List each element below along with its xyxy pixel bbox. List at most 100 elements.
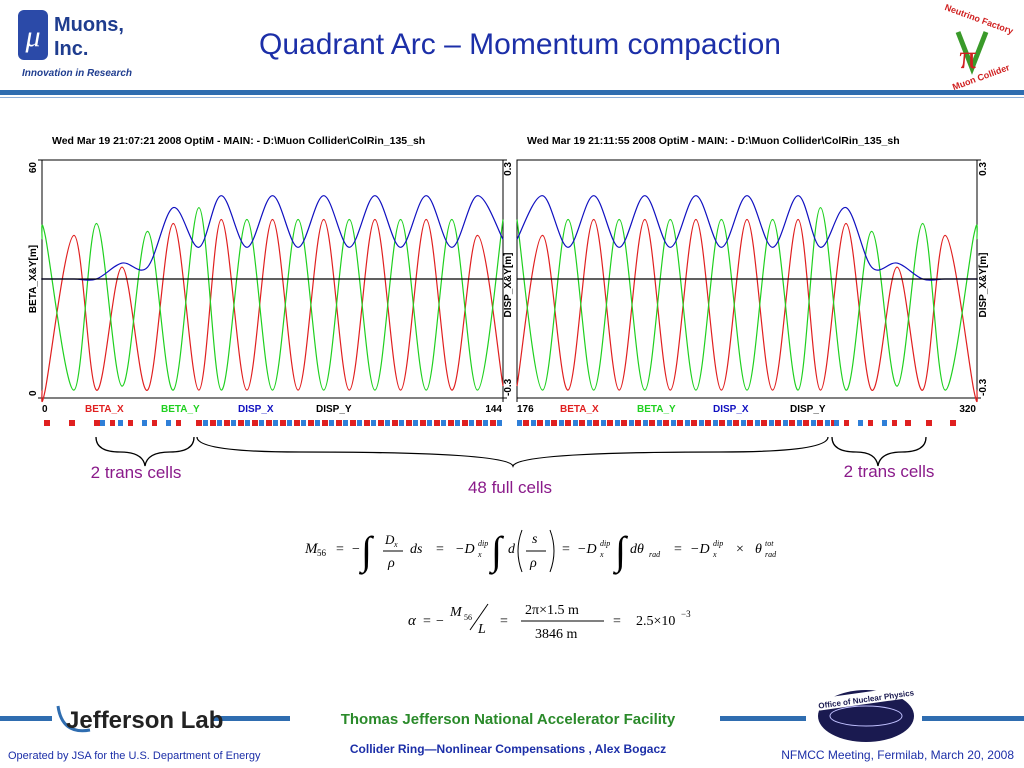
lattice-element — [733, 420, 739, 426]
equation-part: −3 — [681, 609, 691, 619]
lattice-element — [705, 420, 711, 426]
lattice-element — [497, 420, 502, 426]
lattice-element — [663, 420, 669, 426]
equation-part: ρ — [387, 556, 395, 571]
equation-part: α — [408, 613, 417, 629]
equation-part: ∫ — [488, 528, 505, 575]
lattice-element — [775, 420, 781, 426]
lattice-element — [755, 420, 760, 426]
x-tick-label: 0 — [42, 404, 48, 415]
lattice-element — [427, 420, 432, 426]
lattice-element — [783, 420, 788, 426]
braces — [95, 436, 927, 468]
legend-label: BETA_Y — [637, 404, 676, 415]
lattice-element — [357, 420, 362, 426]
equation-part: − — [436, 614, 444, 629]
lattice-element — [378, 420, 384, 426]
series-line — [516, 206, 978, 391]
lattice-element — [294, 420, 300, 426]
lattice-element — [629, 420, 634, 426]
lattice-element — [371, 420, 376, 426]
equation-part: 2.5×10 — [636, 614, 675, 629]
lattice-element — [615, 420, 620, 426]
footer-bars — [0, 716, 1024, 721]
equation-part: = — [562, 542, 570, 557]
lattice-element — [392, 420, 398, 426]
series-line — [41, 206, 504, 391]
equation-part: M — [304, 541, 319, 557]
lattice-element — [517, 420, 522, 426]
annotation: 48 full cells — [468, 478, 552, 497]
lattice-element — [741, 420, 746, 426]
series-line — [41, 195, 504, 281]
lattice-element — [118, 420, 123, 426]
header-bar — [0, 90, 1024, 95]
lattice-element — [926, 420, 932, 426]
equation-part: x — [477, 550, 482, 559]
lattice-element — [671, 420, 676, 426]
equation-part: ∫ — [612, 528, 629, 575]
y2-tick-label: 0.3 — [503, 162, 514, 176]
equation-part: 2π×1.5 m — [525, 603, 579, 618]
lattice-element — [462, 420, 468, 426]
lattice-element — [579, 420, 585, 426]
lattice-element — [483, 420, 488, 426]
lattice-element — [176, 420, 181, 426]
annotation: 2 trans cells — [844, 462, 935, 481]
lattice-element — [301, 420, 306, 426]
equation-part: tot — [765, 539, 774, 548]
lattice-element — [699, 420, 704, 426]
lattice-element — [950, 420, 956, 426]
lattice-element — [441, 420, 446, 426]
equation-part: dθ — [630, 542, 644, 557]
legend-label: DISP_Y — [316, 404, 352, 415]
lattice-element — [523, 420, 529, 426]
equation-part: 56 — [464, 613, 472, 622]
lattice-element — [531, 420, 536, 426]
tagline: Innovation in Research — [22, 68, 132, 79]
lattice-element — [727, 420, 732, 426]
y-tick-label: 0 — [28, 390, 39, 396]
lattice-element — [224, 420, 230, 426]
lattice-element — [565, 420, 571, 426]
lab-logo: Jefferson Lab — [66, 707, 223, 734]
lattice-element — [719, 420, 725, 426]
equation-part: = — [674, 542, 682, 557]
lattice-element — [217, 420, 222, 426]
logo-symbol: μ — [24, 20, 40, 53]
equation-part: D — [384, 532, 395, 547]
lattice-element — [691, 420, 697, 426]
operated: Operated by JSA for the U.S. Department … — [8, 750, 261, 762]
lattice-element — [803, 420, 809, 426]
lattice-element — [110, 420, 115, 426]
lattice-element — [643, 420, 648, 426]
lattice-element — [635, 420, 641, 426]
equation-part: −D — [690, 542, 710, 557]
lattice-element — [587, 420, 592, 426]
lattice-element — [868, 420, 873, 426]
lattice-element — [905, 420, 911, 426]
lattice-element — [811, 420, 816, 426]
lattice-element — [350, 420, 356, 426]
equation-part: x — [599, 550, 604, 559]
lattice-element — [287, 420, 292, 426]
lattice-element — [420, 420, 426, 426]
series-line — [41, 218, 504, 403]
lattice-element — [128, 420, 133, 426]
lattice-element — [677, 420, 683, 426]
equation-part: dip — [478, 539, 488, 548]
equation-part: M — [449, 605, 463, 620]
lattice-element — [892, 420, 897, 426]
equation-part: = — [613, 614, 621, 629]
lattice-element — [336, 420, 342, 426]
equation-part: d — [508, 542, 516, 557]
lattice-element — [94, 420, 100, 426]
x-tick-label: 144 — [485, 404, 502, 415]
equation-part: −D — [577, 542, 597, 557]
lattice-element — [231, 420, 236, 426]
equation-part: x — [712, 550, 717, 559]
y2-axis-label: DISP_X&Y[m] — [503, 252, 514, 317]
lattice-element — [69, 420, 75, 426]
lattice-element — [44, 420, 50, 426]
lattice-element — [364, 420, 370, 426]
